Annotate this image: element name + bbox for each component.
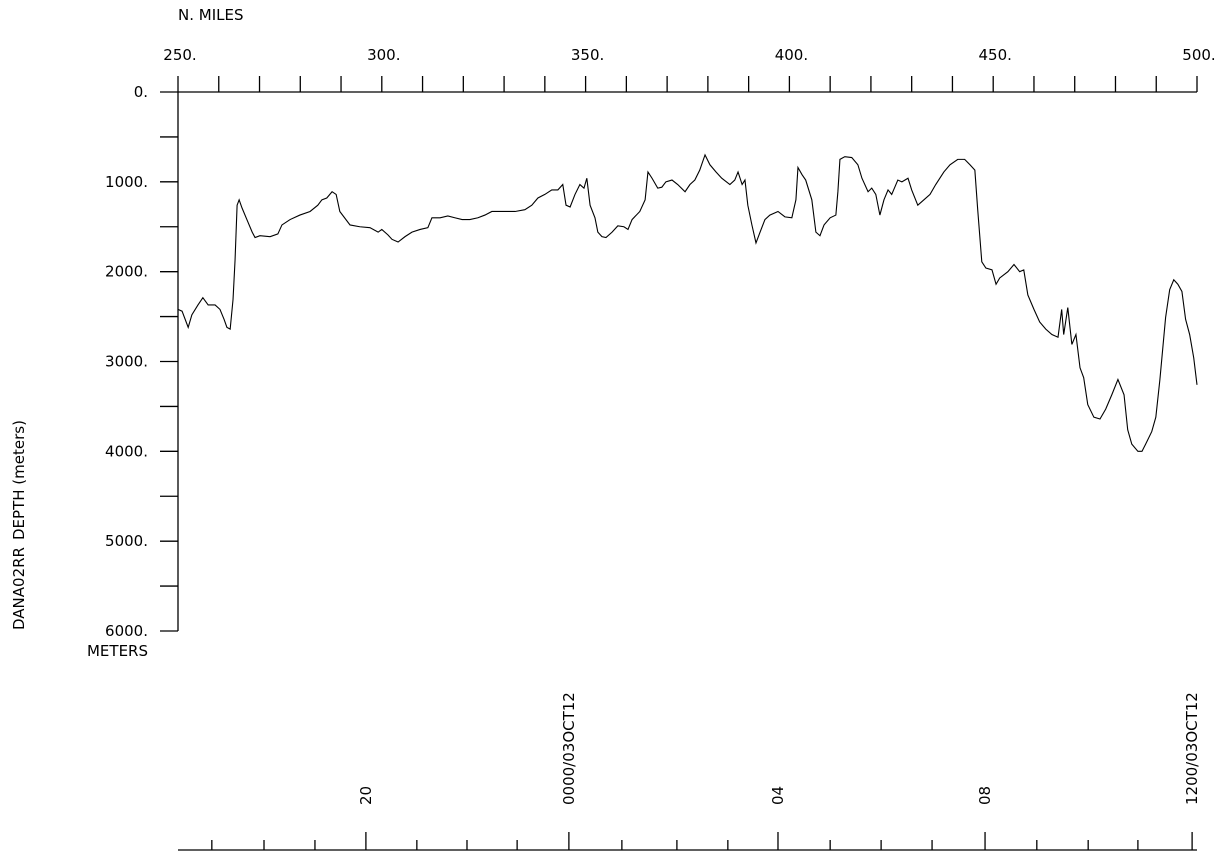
y-axis-label: DEPTH (meters)	[10, 420, 28, 540]
y-unit-label: METERS	[87, 642, 148, 660]
time-tick-label: 04	[769, 786, 787, 805]
time-tick-label: 0000/03OCT12	[560, 692, 578, 805]
x-tick-label: 250.	[163, 46, 196, 64]
time-tick-label: 20	[357, 786, 375, 805]
y-tick-label: 3000.	[105, 353, 148, 371]
time-tick-label: 08	[976, 786, 994, 805]
time-tick-label: 1200/03OCT12	[1183, 692, 1201, 805]
y-tick-label: 5000.	[105, 532, 148, 550]
y-tick-label: 0.	[134, 83, 148, 101]
x-axis-label: N. MILES	[178, 6, 243, 24]
y-tick-label: 1000.	[105, 173, 148, 191]
y-tick-label: 2000.	[105, 263, 148, 281]
x-tick-label: 350.	[571, 46, 604, 64]
depth-line	[177, 153, 1198, 452]
y-tick-label: 6000.	[105, 622, 148, 640]
x-tick-label: 300.	[367, 46, 400, 64]
y-axis-id: DANA02RR	[10, 547, 28, 630]
x-tick-label: 400.	[775, 46, 808, 64]
y-tick-label: 4000.	[105, 442, 148, 460]
x-tick-label: 500.	[1182, 46, 1215, 64]
x-tick-label: 450.	[978, 46, 1011, 64]
